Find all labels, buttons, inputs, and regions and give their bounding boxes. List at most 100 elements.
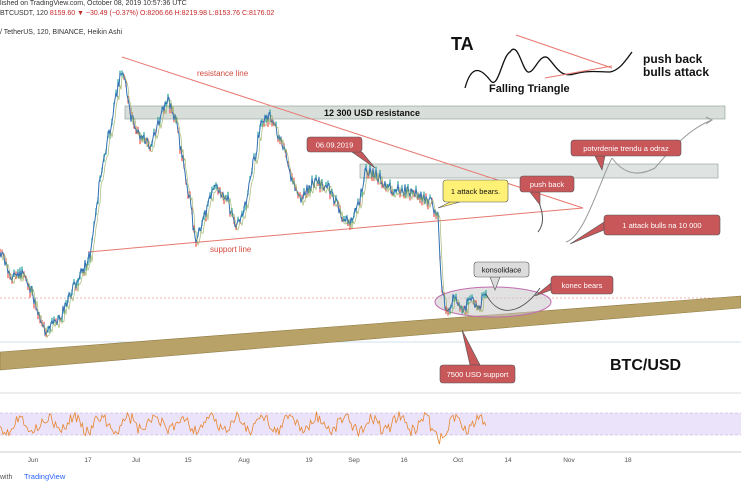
rsi-band (0, 413, 741, 435)
forecast-arrowhead-icon (705, 116, 713, 125)
callout-attack-bears-box (442, 179, 509, 203)
callout-push-back-tail (529, 191, 541, 206)
callout-attack-bears-text: 1 attack bears. (451, 187, 500, 196)
zone-12300-label: 12 300 USD resistance (324, 108, 420, 118)
candle (319, 185, 321, 193)
callout-push-back-box (519, 175, 575, 193)
callout-potvrdenie-text: potvrdenie trendu a odraz (583, 144, 669, 153)
forecast-target-path (654, 119, 713, 169)
x-tick-label: 15 (184, 457, 192, 464)
candle (115, 89, 117, 95)
candle (227, 191, 229, 197)
callout-7500-support-box (439, 364, 516, 384)
candle (471, 294, 473, 299)
callout-attack-bulls: 1 attack bulls na 10 000 (569, 214, 721, 245)
support-line-label: support line (210, 245, 252, 254)
candle (425, 193, 427, 198)
symbol-label: BTCUSDT, 120 (0, 10, 48, 17)
time-axis: Jun 17 Jul 15 Aug 19 Sep 16 Oct 14 Nov 18 with Tradin… (0, 451, 741, 481)
candle (415, 185, 417, 192)
callout-attack-bulls-box (603, 214, 721, 236)
candle (169, 105, 171, 114)
candle (379, 169, 381, 176)
bulls-attack-label: bulls attack (643, 65, 709, 79)
x-tick-label: 19 (305, 457, 313, 464)
callout-konec-bears-box (550, 275, 614, 295)
resistance-line-label: resistance line (197, 69, 249, 78)
callout-push-back-text: push back (530, 180, 564, 189)
footer-credit: with (0, 474, 13, 481)
candle (189, 191, 191, 197)
candle (153, 128, 155, 134)
x-tick-label: Aug (238, 457, 250, 464)
candle (1, 249, 3, 255)
candle (299, 192, 301, 198)
callout-date-box (306, 136, 363, 153)
header-instrument: / TetherUS, 120, BINANCE, Heikin Ashi (0, 29, 123, 36)
header-symbol: BTCUSDT, 120 8159.60 ▼ −30.49 (−0.37%) O… (0, 10, 274, 17)
candle (329, 191, 331, 200)
ta-sketch-support (544, 65, 613, 79)
candle (449, 306, 451, 315)
candle (245, 202, 247, 211)
ohlc-values: 8159.60 ▼ −30.49 (−0.37%) O:8206.66 H:82… (49, 10, 275, 17)
candle (33, 301, 35, 309)
candle (29, 289, 31, 298)
callout-konsolidace-box (473, 261, 530, 278)
support-trendline (87, 207, 584, 253)
callout-attack-bears: 1 attack bears. (437, 179, 509, 209)
callout-date: 06.09.2019 (306, 136, 376, 169)
candle (257, 131, 259, 138)
candle (419, 195, 421, 204)
x-tick-label: 17 (84, 457, 92, 464)
candle (195, 239, 197, 247)
push-back-label: push back (643, 52, 703, 66)
forecast-bulls-path (565, 157, 613, 243)
callout-push-back: push back (519, 175, 575, 206)
candle (467, 297, 469, 305)
callout-konsolidace: konsolidace (473, 261, 530, 291)
candle (443, 292, 445, 297)
candle (427, 201, 429, 210)
x-tick-label: 14 (504, 457, 512, 464)
x-tick-label: Jul (132, 457, 141, 464)
x-tick-label: 18 (624, 457, 632, 464)
candle (447, 307, 449, 316)
candle (429, 194, 431, 199)
candle (77, 278, 79, 286)
candle (399, 190, 401, 198)
callout-konec-bears-text: konec bears (562, 281, 603, 290)
rsi-line (0, 411, 487, 445)
callout-konec-bears: konec bears (534, 275, 614, 297)
candle (445, 306, 447, 314)
rsi-panel (0, 392, 741, 445)
callout-date-text: 06.09.2019 (316, 140, 354, 149)
pair-label: BTC/USD (610, 357, 681, 374)
forecast-consolidation-path (485, 287, 541, 311)
forecast-retest-path (611, 157, 656, 174)
x-tick-label: Nov (563, 457, 575, 464)
main-plot (0, 56, 741, 371)
callout-attack-bulls-text: 1 attack bulls na 10 000 (622, 221, 701, 230)
candle (117, 79, 119, 84)
x-tick-label: 16 (400, 457, 408, 464)
candle (181, 154, 183, 162)
callout-7500-support-tail (461, 329, 481, 366)
candle (267, 119, 269, 127)
candle (295, 186, 297, 191)
price-line (0, 72, 487, 337)
callout-konsolidace-text: konsolidace (482, 265, 522, 274)
falling-triangle-label: Falling Triangle (489, 83, 570, 95)
candle (109, 131, 111, 139)
ta-sketch-resistance (515, 34, 613, 69)
callout-attack-bulls-tail (569, 221, 605, 245)
candle (389, 179, 391, 185)
candle (85, 264, 87, 271)
candle (157, 117, 159, 122)
candle (139, 136, 141, 145)
callout-potvrdenie: potvrdenie trendu a odraz (570, 139, 682, 171)
zone-12300-resistance (124, 105, 726, 120)
header-published: lished on TradingView.com, October 08, 2… (0, 0, 187, 7)
candle (37, 312, 39, 320)
